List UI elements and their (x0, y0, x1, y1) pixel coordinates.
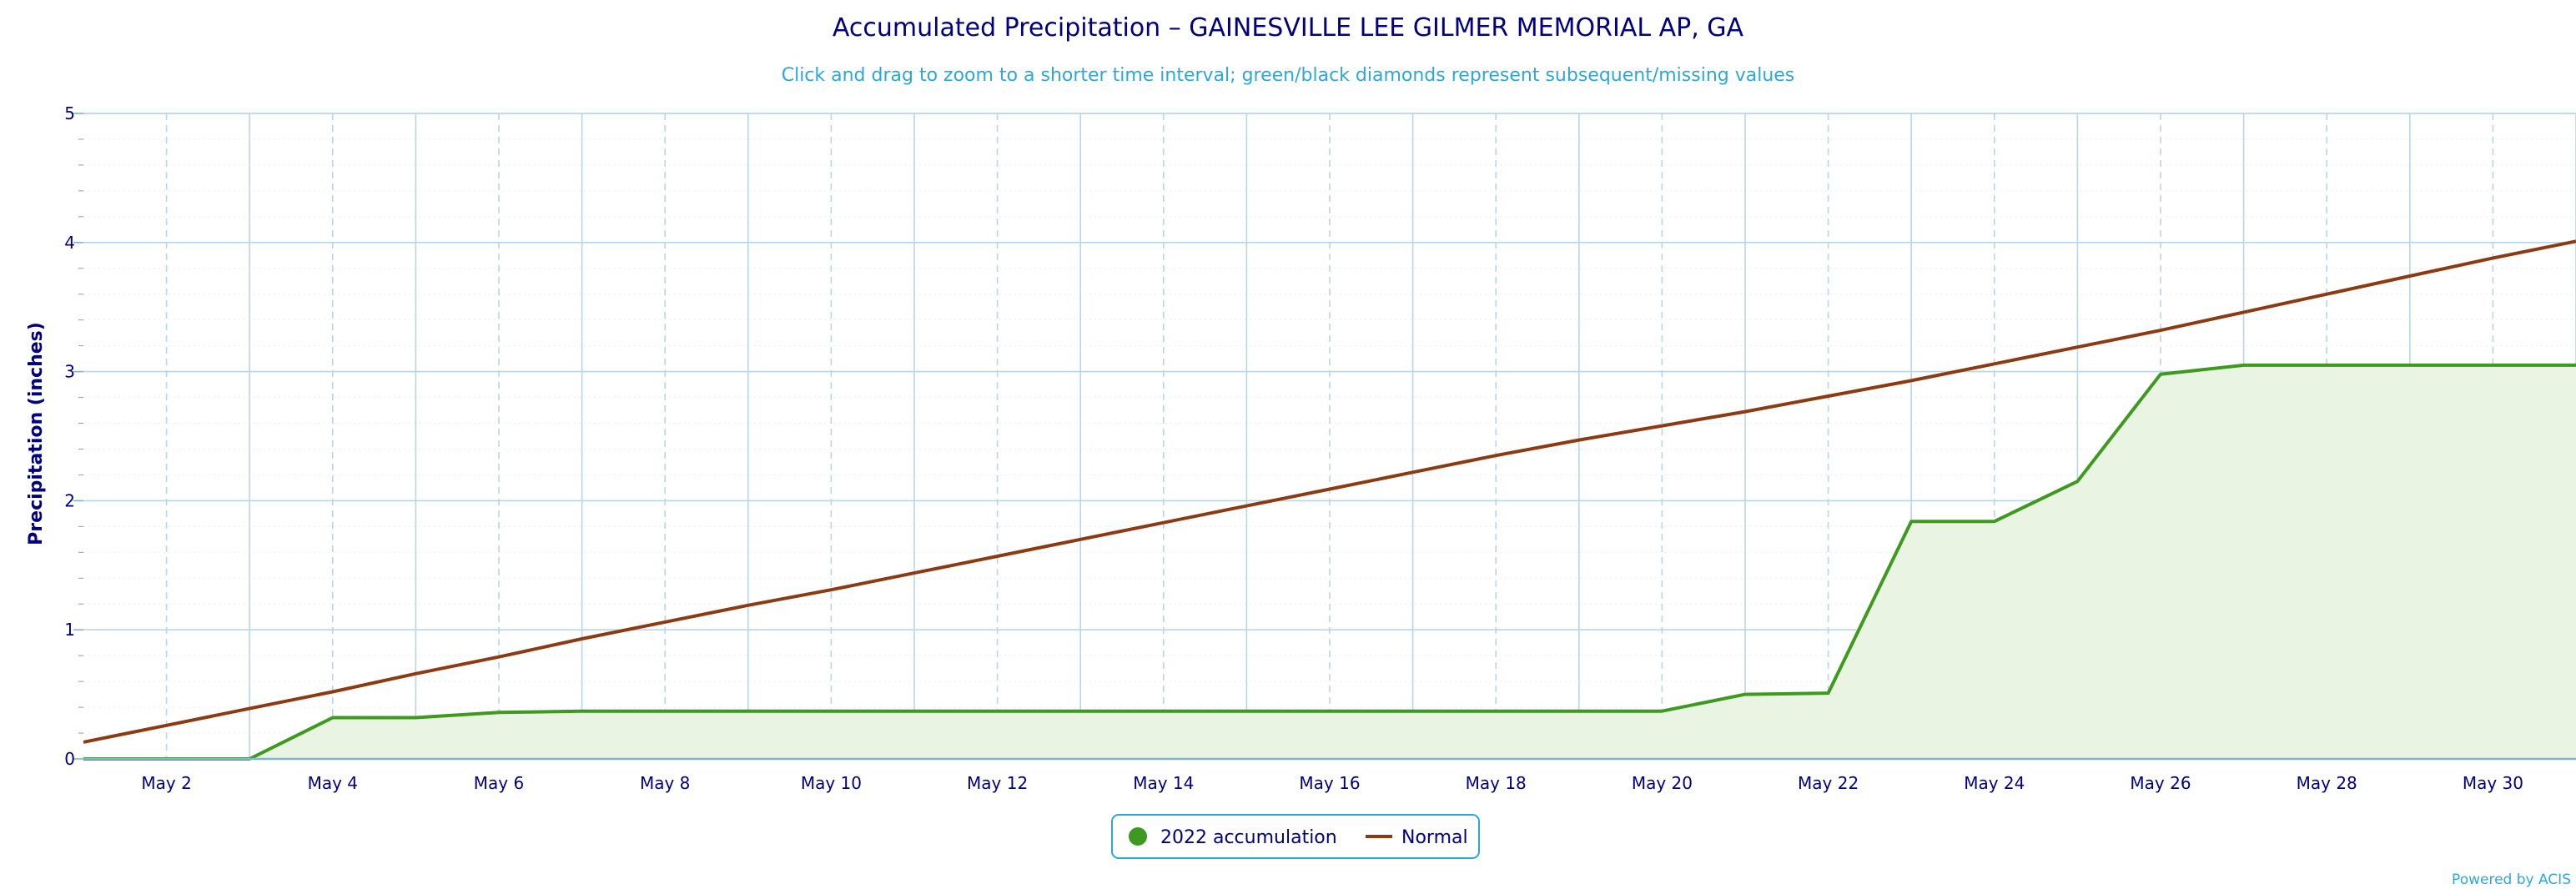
x-tick-labels: May 2 May 4 May 6 May 8 May 10 May 12 May 14 Ma… (141, 773, 2523, 793)
series-area-2022 (83, 364, 2576, 759)
acis-credit-link[interactable]: Powered by ACIS (2452, 871, 2571, 888)
y-tick-label: 0 (64, 749, 75, 769)
axes (73, 113, 2576, 761)
x-tick-label: May 30 (2463, 773, 2523, 793)
x-tick-label: May 26 (2130, 773, 2191, 793)
x-tick-label: May 6 (474, 773, 524, 793)
legend-box (1111, 814, 1480, 859)
x-tick-label: May 2 (141, 773, 191, 793)
y-tick-labels: 0 1 2 3 4 5 (64, 103, 75, 769)
area-layer (83, 364, 2576, 759)
legend-item-normal[interactable]: Normal (1366, 827, 1468, 848)
y-tick-label: 3 (64, 362, 75, 382)
series-line-2022-accumulation[interactable] (83, 363, 2576, 761)
legend-label-2022: 2022 accumulation (1160, 827, 1337, 848)
x-tick-label: May 10 (801, 773, 862, 793)
legend-item-2022-accumulation[interactable]: 2022 accumulation (1129, 827, 1337, 848)
x-tick-label: May 12 (967, 773, 1028, 793)
line-layer (83, 239, 2576, 761)
legend: 2022 accumulation Normal (1111, 814, 1480, 859)
x-tick-label: May 24 (1964, 773, 2025, 793)
x-tick-label: May 22 (1798, 773, 1859, 793)
x-tick-label: May 4 (308, 773, 358, 793)
x-tick-label: May 20 (1632, 773, 1693, 793)
x-tick-label: May 14 (1133, 773, 1194, 793)
x-tick-label: May 16 (1299, 773, 1360, 793)
x-tick-label: May 28 (2297, 773, 2357, 793)
chart-subtitle: Click and drag to zoom to a shorter time… (782, 65, 1795, 86)
y-tick-label: 4 (64, 233, 75, 253)
series-line-normal[interactable] (83, 239, 2576, 744)
x-tick-label: May 18 (1466, 773, 1527, 793)
legend-marker-2022 (1129, 827, 1147, 846)
y-tick-label: 5 (64, 103, 75, 123)
y-tick-label: 2 (64, 490, 75, 510)
legend-label-normal: Normal (1401, 827, 1468, 848)
chart-title: Accumulated Precipitation – GAINESVILLE … (833, 13, 1744, 43)
y-tick-label: 1 (64, 620, 75, 640)
y-axis-label: Precipitation (inches) (26, 322, 47, 545)
x-tick-label: May 8 (640, 773, 690, 793)
